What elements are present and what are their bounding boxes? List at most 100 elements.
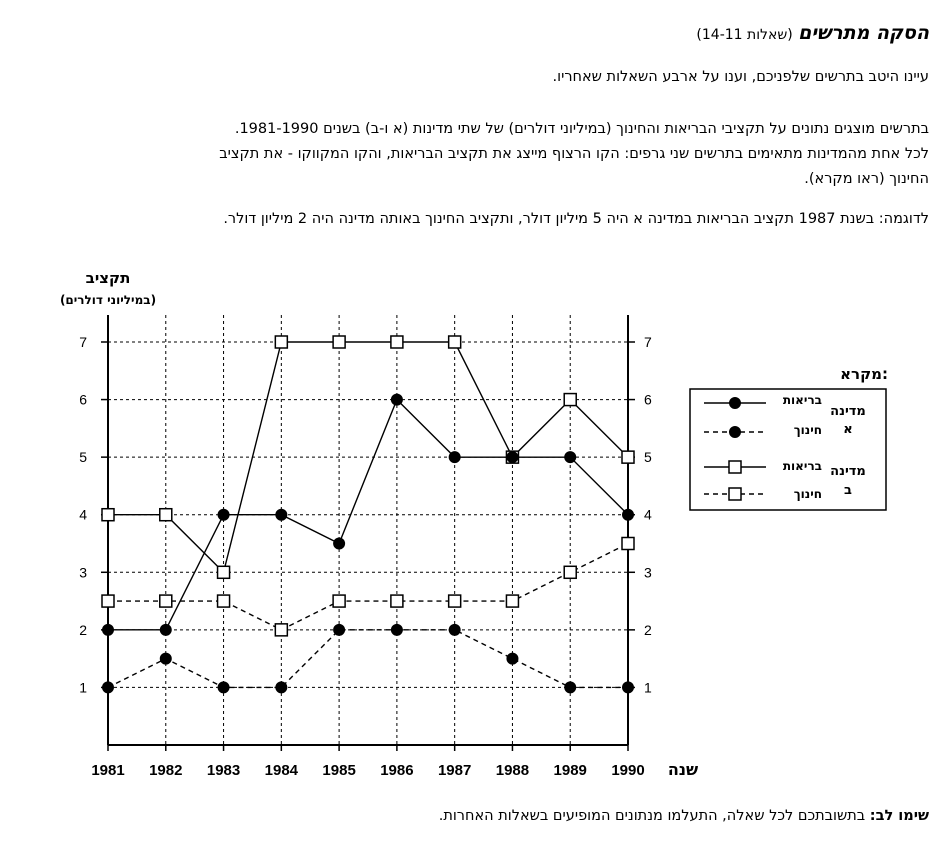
data-point [390, 335, 404, 349]
x-tick-label: 1983 [207, 762, 240, 779]
x-tick-label: 1984 [265, 762, 299, 779]
x-tick-label: 1990 [611, 762, 644, 779]
legend-country-a-letter: א [843, 422, 852, 437]
chart-series [101, 335, 635, 694]
x-tick-label: 1981 [91, 762, 124, 779]
description-line: החינוך (ראו מקרא). [804, 171, 929, 187]
data-point [102, 681, 114, 694]
legend-country-a: מדינה [830, 404, 866, 419]
y-tick-label-right: 1 [644, 679, 652, 695]
data-point [390, 623, 403, 636]
y-tick-label-right: 2 [644, 622, 652, 638]
data-point [274, 623, 289, 637]
data-point [217, 681, 230, 694]
data-point [563, 565, 577, 580]
legend-title: מקרא: [840, 365, 888, 383]
note-body: בתשובתכם לכל שאלה, התעלמו מנתונים המופיע… [438, 808, 870, 824]
data-point [333, 623, 346, 636]
data-point [159, 652, 172, 665]
series-line [108, 398, 629, 631]
x-tick-label: 1989 [554, 762, 587, 779]
legend-swatch-marker [728, 487, 742, 501]
legend-country-b: מדינה [830, 464, 866, 479]
legend-box [689, 388, 887, 511]
legend-swatch-marker [729, 397, 741, 409]
data-point [506, 652, 519, 665]
y-tick-label-left: 6 [79, 392, 87, 408]
note-label: שימו לב: [869, 808, 929, 824]
legend-b-education-label: חינוך [794, 487, 822, 501]
chart-grid [108, 315, 628, 745]
x-tick-label: 1986 [380, 762, 413, 779]
x-tick-label: 1987 [438, 762, 471, 779]
page-title: הסקה מתרשים [798, 22, 929, 44]
legend-a-education-label: חינוך [794, 423, 822, 437]
data-point [505, 594, 520, 608]
data-point [101, 594, 115, 608]
y-tick-label-left: 1 [79, 679, 87, 695]
x-tick-label: 1985 [322, 762, 355, 779]
data-point [217, 508, 230, 521]
description-line: בתרשים מוצגים נתונים על תקציבי הבריאות ו… [234, 121, 929, 137]
data-point [621, 536, 635, 551]
chart-legend: מקרא: מדינה א מדינה ב בריאות חינוך בריאו… [689, 365, 888, 511]
data-point [216, 594, 231, 608]
chart-axes: 1 1 2 2 3 3 4 4 5 5 6 6 7 7 1981 1982 1983 1984 1985 1986 19… [79, 315, 652, 779]
data-point [390, 594, 404, 608]
series-line [107, 629, 628, 689]
description-text: בתרשים מוצגים נתונים על תקציבי הבריאות ו… [12, 117, 929, 192]
data-point [159, 507, 173, 522]
data-point [159, 594, 173, 608]
data-point [332, 594, 346, 608]
legend-country-b-letter: ב [844, 483, 852, 498]
description-line: לכל אחת מהמדינות מתאימים בתרשים שני גרפי… [219, 146, 929, 162]
legend-swatches [704, 397, 766, 501]
data-point [216, 565, 231, 580]
y-tick-label-right: 6 [644, 392, 652, 408]
y-tick-label-right: 5 [644, 449, 652, 465]
data-point [274, 335, 289, 349]
data-point [564, 451, 577, 464]
data-point [275, 681, 288, 694]
page-subtitle: (שאלות 14-11) [696, 27, 793, 43]
data-point [333, 537, 346, 550]
data-point [563, 392, 577, 407]
note-text: שימו לב: בתשובתכם לכל שאלה, התעלמו מנתונ… [12, 804, 929, 829]
data-point [448, 451, 461, 464]
data-point [447, 594, 462, 608]
data-point [448, 623, 461, 636]
series-a-education [102, 623, 634, 694]
x-axis-title: שנה [668, 760, 698, 779]
y-tick-label-left: 4 [79, 507, 87, 523]
y-tick-label-right: 4 [644, 507, 652, 523]
y-tick-label-left: 5 [79, 449, 87, 465]
data-point [159, 623, 172, 636]
series-b-education [101, 536, 635, 637]
y-axis-title: תקציב [86, 269, 131, 287]
data-point [506, 451, 519, 464]
legend-b-health-label: בריאות [783, 459, 822, 473]
x-tick-label: 1988 [496, 762, 529, 779]
x-tick-label: 1982 [149, 762, 182, 779]
data-point [447, 335, 462, 349]
y-tick-label-right: 3 [644, 564, 652, 580]
y-tick-label-right: 7 [644, 334, 652, 350]
legend-swatch-marker [728, 460, 742, 474]
y-tick-label-left: 3 [79, 564, 87, 580]
example-text: לדוגמה: בשנת 1987 תקציב הבריאות במדינה א… [223, 211, 929, 227]
data-point [101, 507, 115, 522]
legend-a-health-label: בריאות [783, 393, 822, 407]
data-point [102, 623, 114, 636]
data-point [275, 508, 288, 521]
y-tick-label-left: 7 [79, 334, 87, 350]
data-point [622, 681, 634, 694]
series-a-health [102, 393, 634, 636]
data-point [332, 335, 346, 349]
intro-text: עיינו היטב בתרשים שלפניכם, וענו על ארבע … [552, 69, 929, 85]
y-tick-label-left: 2 [79, 622, 87, 638]
data-point [564, 681, 577, 694]
data-point [621, 450, 635, 464]
y-axis-subtitle: (במיליוני דולרים) [60, 293, 156, 307]
series-line [108, 341, 629, 574]
